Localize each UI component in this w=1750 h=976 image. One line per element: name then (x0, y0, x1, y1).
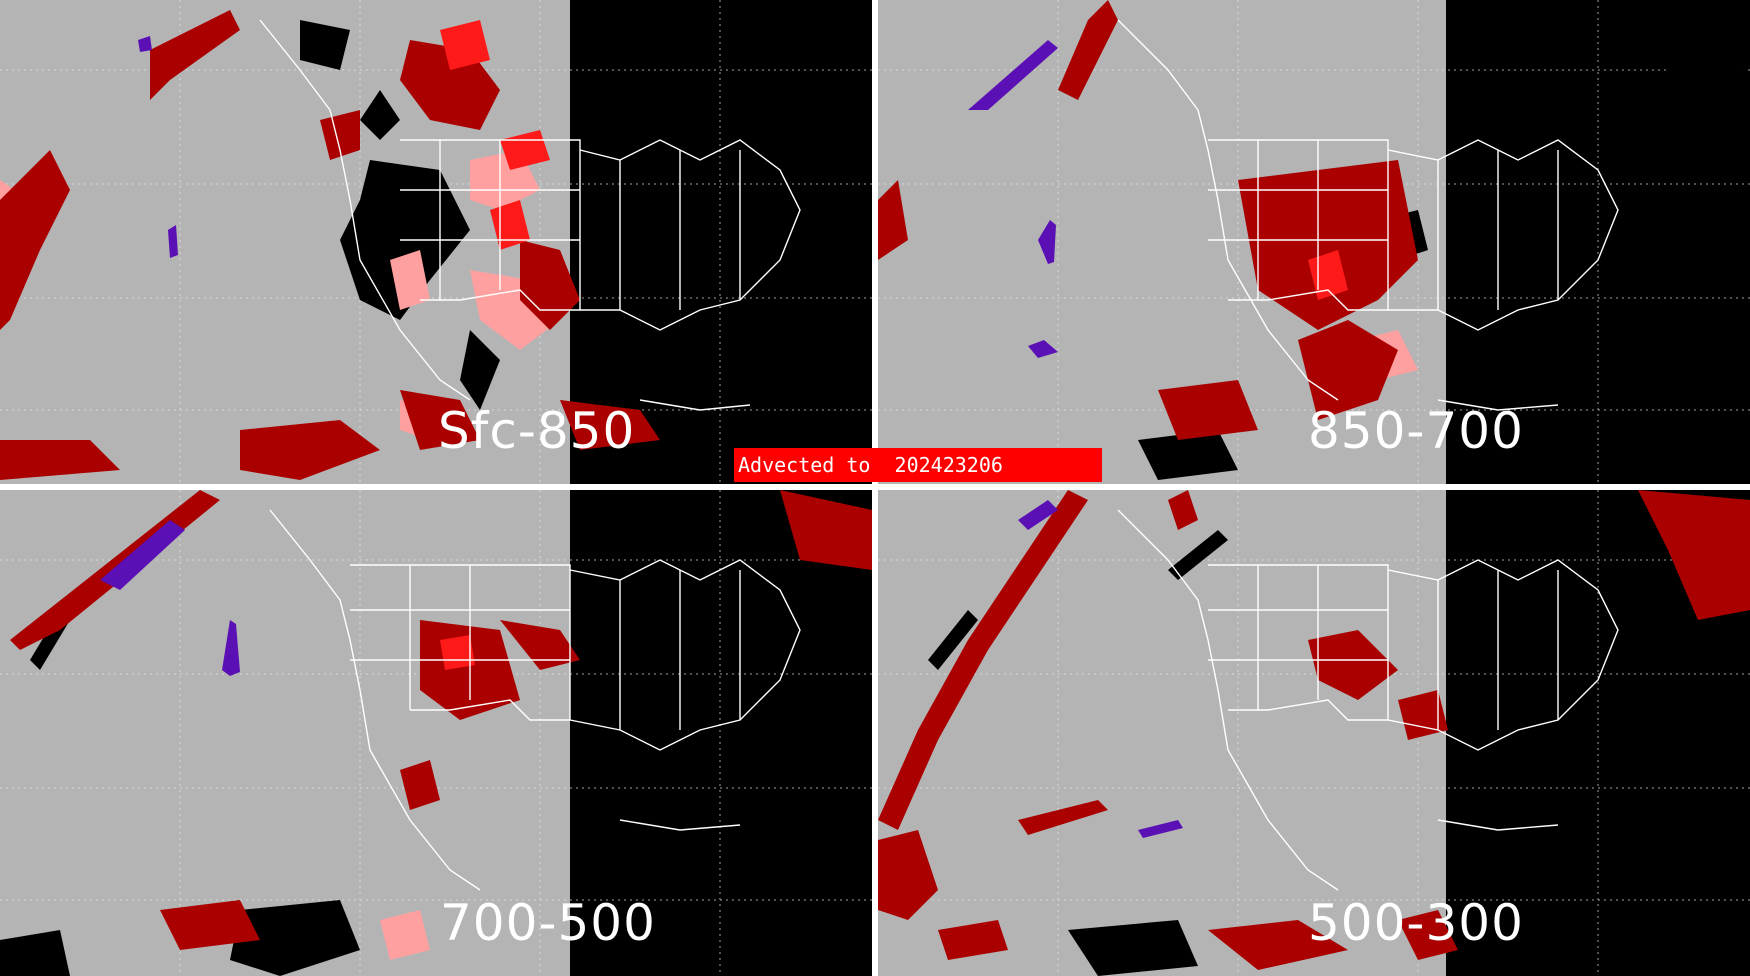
cloud-purple (968, 40, 1058, 358)
boundaries (1117, 19, 1619, 411)
cloud-dark-red (878, 0, 1418, 440)
boundaries (259, 19, 801, 411)
panel-700-500: 700-500 (0, 490, 872, 976)
boundaries (1117, 509, 1619, 891)
night-side (570, 490, 872, 976)
panel-sfc-850: Sfc-850 (0, 0, 872, 484)
cloud-purple (100, 520, 240, 676)
cloud-dark-red (878, 490, 1750, 970)
map-700-500 (0, 490, 872, 976)
cloud-pink (380, 910, 430, 960)
panel-500-300: 500-300 (878, 490, 1750, 976)
layer-label-850-700: 850-700 (1308, 402, 1524, 460)
advected-banner: Advected to 202423206 (734, 448, 1102, 482)
map-sfc-850 (0, 0, 872, 484)
layer-label-700-500: 700-500 (440, 894, 656, 952)
clear-region (928, 530, 1498, 976)
boundaries (269, 509, 801, 891)
layer-label-sfc-850: Sfc-850 (438, 402, 636, 460)
panel-850-700: 850-700 (878, 0, 1750, 484)
layer-label-500-300: 500-300 (1308, 894, 1524, 952)
cloud-purple (1018, 500, 1183, 838)
graticule (0, 0, 872, 484)
horizontal-divider (0, 484, 1750, 490)
map-500-300 (878, 490, 1750, 976)
cloud-purple (138, 36, 178, 258)
map-850-700 (878, 0, 1750, 484)
clear-region (0, 610, 360, 976)
cloud-bright-red (440, 635, 475, 670)
